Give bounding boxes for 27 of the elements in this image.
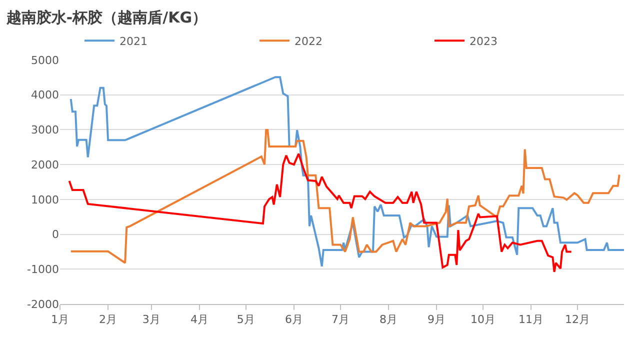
x-tick-label: 9月	[428, 313, 446, 326]
legend-label: 2022	[294, 34, 322, 48]
x-tick-label: 12月	[565, 313, 590, 326]
x-tick-label: 11月	[518, 313, 544, 326]
y-tick-label: 1000	[31, 193, 59, 206]
y-tick-label: 2000	[31, 158, 59, 172]
legend-label: 2023	[470, 34, 498, 48]
legend-label: 2021	[120, 34, 148, 48]
x-tick-label: 6月	[284, 313, 303, 326]
line-series	[70, 129, 620, 264]
x-tick-label: 3月	[142, 313, 160, 326]
x-tick-label: 4月	[190, 313, 208, 326]
x-tick-label: 2月	[99, 313, 118, 326]
x-tick-label: 8月	[379, 313, 398, 326]
y-tick-label: 0	[52, 228, 59, 242]
x-tick-label: 5月	[236, 313, 255, 326]
y-tick-label: 5000	[31, 54, 59, 67]
y-tick-label: -2000	[27, 298, 59, 311]
line-series	[68, 152, 572, 273]
x-tick-label: 10月	[470, 313, 496, 326]
y-tick-label: 4000	[31, 88, 59, 102]
y-tick-label: -1000	[27, 262, 59, 276]
y-tick-label: 3000	[31, 124, 59, 137]
x-tick-label: 7月	[331, 313, 350, 326]
line-series	[70, 76, 624, 268]
chart-title: 越南胶水-杯胶（越南盾/KG）	[5, 8, 208, 26]
x-tick-label: 1月	[51, 313, 69, 326]
